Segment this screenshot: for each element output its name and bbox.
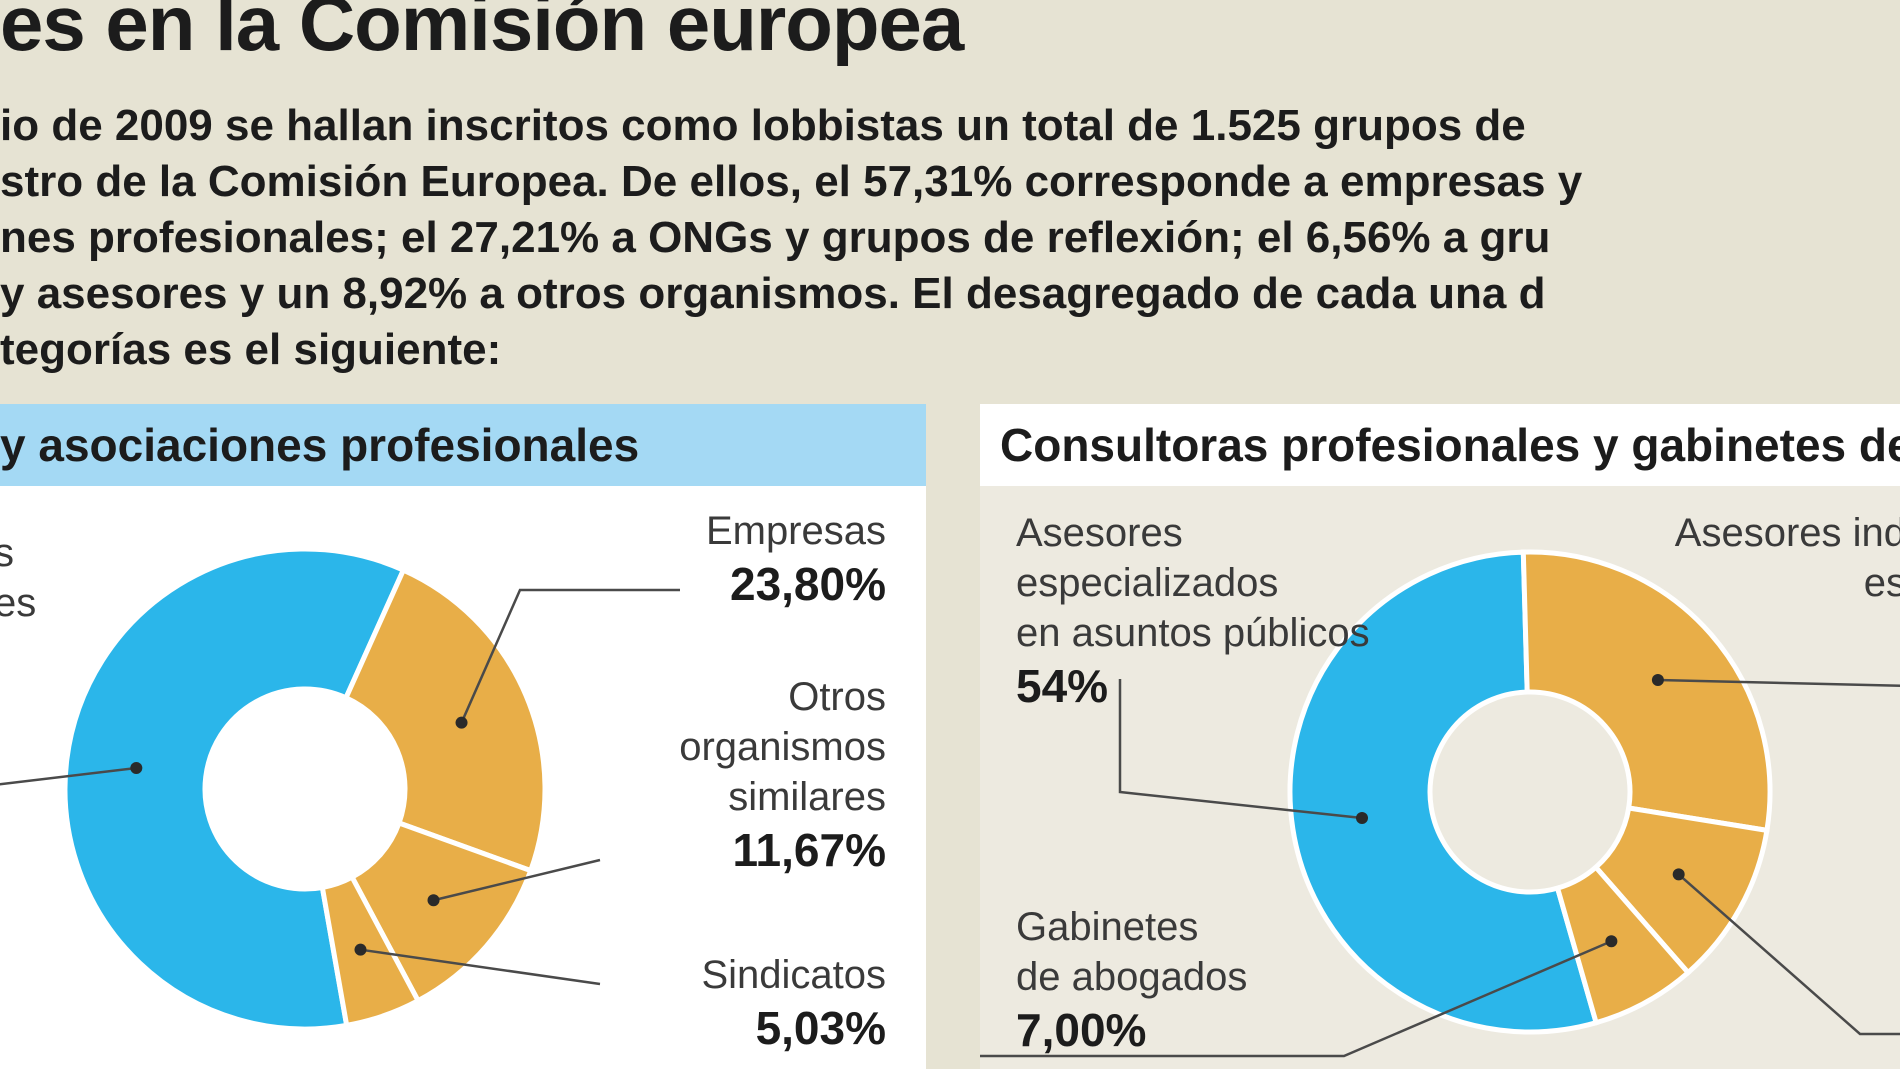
leader-line <box>360 948 601 986</box>
leader-dot <box>427 894 440 907</box>
leader-dot <box>455 716 468 729</box>
donut-slice <box>1287 549 1600 1035</box>
donut-slice <box>1554 863 1692 1026</box>
leader-dot <box>1651 674 1664 687</box>
label-name: Gabinetes <box>1016 905 1199 949</box>
leader-dot <box>130 761 143 774</box>
donut-chart-empresas <box>0 546 680 1032</box>
leader-dot <box>354 943 367 956</box>
label-value: 7,00% <box>1016 1004 1147 1056</box>
leader-line <box>1657 678 1900 688</box>
label-gabinetes: Gabinetes de abogados 7,00% <box>1016 902 1247 1058</box>
label-name: organismos <box>679 725 886 769</box>
intro-line: stro de la Comisión Europea. De ellos, e… <box>0 157 1583 206</box>
label-value: 54% <box>1016 660 1109 712</box>
donut-slice <box>1520 549 1773 834</box>
intro-line: nes profesionales; el 27,21% a ONGs y gr… <box>0 213 1551 262</box>
chart-panel-consultoras: Consultoras profesionales y gabinetes de… <box>980 404 1900 1069</box>
chart-panel-empresas: y asociaciones profesionales s es Empres… <box>0 404 926 1069</box>
label-asesores-especializados: Asesores especializados en asuntos públi… <box>1016 508 1370 714</box>
label-name: Empresas <box>705 509 886 553</box>
label-name: Otros <box>788 675 886 719</box>
label-name: en asuntos públicos <box>1016 611 1370 655</box>
donut-chart-consultoras <box>980 549 1900 1058</box>
label-value: 11,67% <box>732 824 886 876</box>
label-value: 5,03% <box>755 1002 886 1054</box>
intro-text: io de 2009 se hallan inscritos como lobb… <box>0 98 1582 378</box>
clipped-label-line: s <box>0 531 14 575</box>
label-name: Asesores ind <box>1674 511 1900 555</box>
leader-dot <box>1605 935 1618 948</box>
leader-line <box>980 940 1612 1058</box>
label-otros-organismos: Otros organismos similares 11,67% <box>679 672 886 878</box>
chart-title: Consultoras profesionales y gabinetes de <box>980 404 1900 486</box>
label-asesores-independientes: Asesores ind es <box>1675 508 1900 608</box>
leader-line <box>1118 679 1363 820</box>
leader-dot <box>1672 868 1685 881</box>
label-name: es <box>1863 561 1900 605</box>
intro-line: tegorías es el siguiente: <box>0 325 502 374</box>
label-name: especializados <box>1016 561 1279 605</box>
intro-line: y asesores y un 8,92% a otros organismos… <box>0 269 1546 318</box>
label-name: similares <box>728 775 886 819</box>
label-name: Sindicatos <box>701 953 886 997</box>
leader-line <box>460 588 680 724</box>
leader-line <box>433 858 601 902</box>
clipped-label-line: es <box>0 581 37 625</box>
donut-slice <box>62 546 407 1032</box>
label-name: de abogados <box>1016 955 1248 999</box>
intro-line: io de 2009 se hallan inscritos como lobb… <box>0 101 1526 150</box>
page-title: es en la Comisión europea <box>0 0 964 67</box>
label-value: 23,80% <box>729 558 886 610</box>
label-empresas: Empresas 23,80% <box>706 506 886 612</box>
leader-dot <box>1356 812 1369 825</box>
chart-title: y asociaciones profesionales <box>0 404 926 486</box>
clipped-label: s es <box>0 528 36 628</box>
leader-line <box>1677 873 1900 1036</box>
label-sindicatos: Sindicatos 5,03% <box>701 950 886 1056</box>
leader-line <box>0 766 137 786</box>
label-name: Asesores <box>1016 511 1183 555</box>
